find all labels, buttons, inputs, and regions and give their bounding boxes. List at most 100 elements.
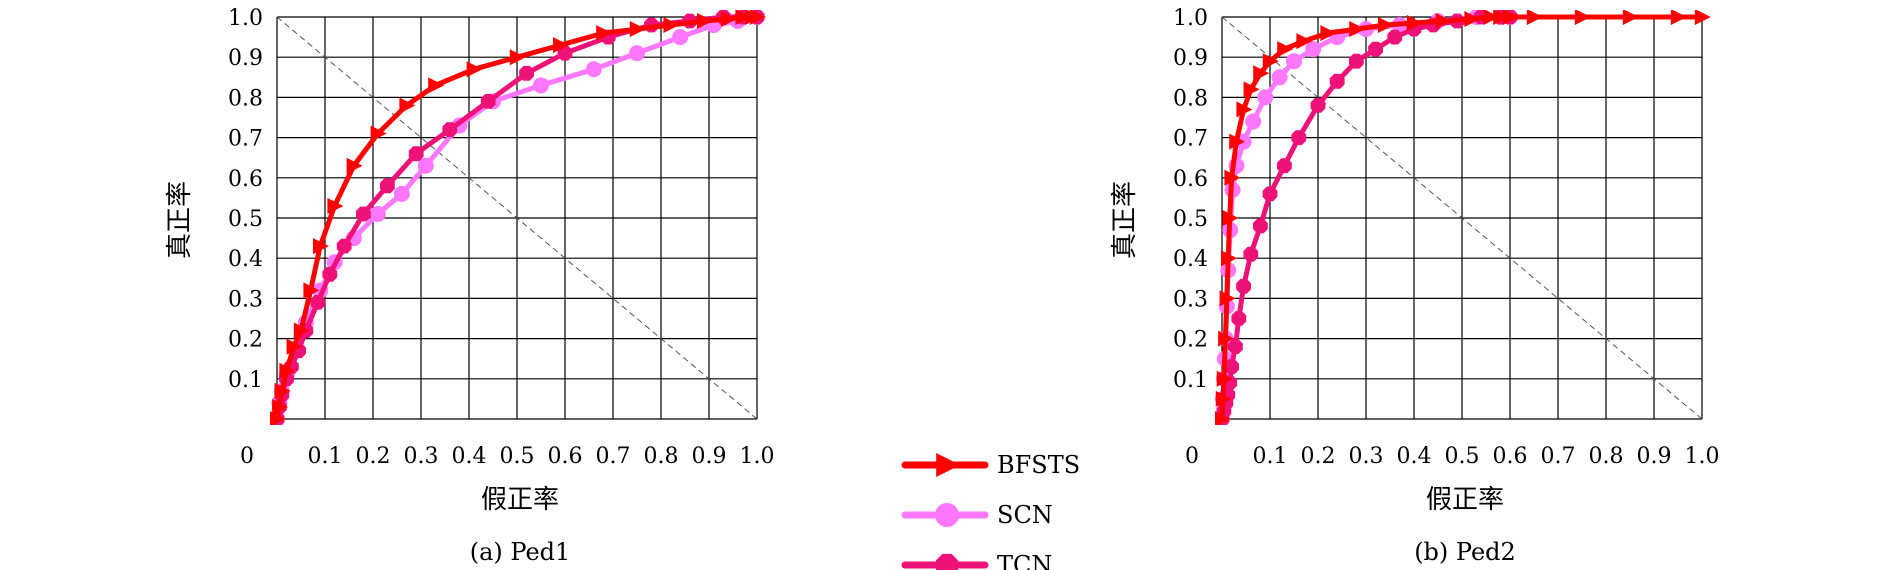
legend-item-scn: SCN (901, 501, 1053, 529)
data-point-bfsts (270, 411, 286, 425)
data-point-tcn (1387, 29, 1403, 45)
data-point-bfsts (1229, 133, 1246, 150)
y-tick-label: 0.1 (1173, 368, 1208, 393)
data-point-bfsts (509, 49, 526, 66)
y-tick-label: 0.5 (228, 207, 263, 232)
data-point-tcn (442, 122, 458, 137)
y-tick-label: 0.8 (228, 86, 263, 111)
y-tick-label: 0.2 (228, 328, 263, 353)
data-point-tcn (1349, 53, 1364, 69)
x-axis-label-ped2: 假正率 (1426, 485, 1504, 515)
data-point-tcn (519, 65, 534, 81)
data-point-tcn (1329, 73, 1345, 89)
data-point-bfsts (1236, 101, 1253, 118)
data-point-tcn (322, 266, 338, 282)
data-point-bfsts (596, 25, 613, 42)
x-axis-label-ped1: 假正率 (481, 485, 559, 515)
data-point-bfsts (1670, 10, 1687, 25)
y-tick-label: 0.8 (1173, 86, 1208, 111)
data-point-bfsts (293, 322, 310, 339)
data-point-bfsts (721, 11, 737, 28)
data-point-scn (585, 61, 602, 78)
data-point-bfsts (1406, 15, 1423, 32)
y-tick-label: 0.2 (1173, 328, 1208, 353)
data-point-bfsts (1216, 370, 1233, 387)
x-tick-label: 0.8 (1589, 444, 1624, 469)
x-tick-label: 0.1 (308, 444, 343, 469)
x-tick-label: 0.6 (1493, 444, 1528, 469)
data-point-bfsts (749, 10, 766, 25)
data-point-bfsts (1574, 10, 1591, 25)
data-point-bfsts (1215, 390, 1232, 407)
y-tick-label: 1.0 (1173, 6, 1208, 31)
caption-ped2: (b) Ped2 (1414, 538, 1516, 566)
x-tick-label: 0.8 (644, 444, 679, 469)
data-point-tcn (1368, 41, 1383, 57)
legend-label: SCN (997, 501, 1053, 529)
y-tick-label: 0.1 (228, 368, 263, 393)
y-tick-label: 0.9 (1173, 46, 1208, 71)
legend-label: TCN (997, 551, 1052, 570)
x-tick-label: 0.3 (404, 444, 439, 469)
data-point-bfsts (313, 238, 329, 255)
data-point-bfsts (279, 362, 296, 379)
x-tick-label: 1.0 (1685, 444, 1720, 469)
data-point-bfsts (1526, 10, 1543, 25)
series-group-ped2 (1215, 10, 1711, 425)
data-point-bfsts (1243, 81, 1260, 98)
x-tick-label: 0.9 (1637, 444, 1672, 469)
data-point-tcn (1310, 98, 1326, 113)
data-point-bfsts (1253, 65, 1270, 82)
data-point-scn (533, 77, 549, 94)
data-point-bfsts (1262, 53, 1279, 70)
x-tick-label: 0.7 (596, 444, 631, 469)
y-tick-label: 0.3 (228, 287, 263, 312)
data-point-scn (629, 45, 645, 62)
data-point-tcn (557, 45, 573, 61)
data-point-scn (369, 205, 386, 222)
data-point-bfsts (303, 282, 320, 299)
x-tick-label: 0.5 (1445, 444, 1480, 469)
y-tick-label: 0.5 (1173, 207, 1208, 232)
data-point-tcn (1228, 339, 1243, 354)
data-point-bfsts (1622, 10, 1639, 25)
y-tick-label: 0.6 (1173, 167, 1208, 192)
x-tick-label: 0.5 (500, 444, 535, 469)
legend-marker (935, 553, 959, 570)
data-point-scn (1245, 113, 1262, 130)
data-point-bfsts (553, 37, 569, 54)
data-point-scn (1286, 53, 1302, 70)
data-point-bfsts (1378, 17, 1394, 34)
data-point-scn (417, 157, 434, 174)
data-point-bfsts (466, 61, 483, 78)
data-point-bfsts (1296, 33, 1313, 50)
data-point-bfsts (1222, 210, 1239, 226)
data-point-tcn (1277, 158, 1292, 174)
data-point-bfsts (1349, 21, 1366, 38)
y-axis-label-ped2: 真正率 (1110, 181, 1140, 259)
data-point-tcn (336, 238, 352, 254)
series-bfsts (1215, 10, 1711, 425)
data-point-bfsts (272, 398, 289, 415)
data-point-tcn (1262, 186, 1278, 202)
x-tick-label: 1.0 (740, 444, 775, 469)
data-point-bfsts (697, 13, 713, 30)
diagonal-line-ped2 (1221, 16, 1703, 420)
data-point-bfsts (1694, 10, 1711, 25)
x-tick-label: 0 (1185, 444, 1199, 469)
legend-label: BFSTS (997, 451, 1080, 479)
caption-ped1: (a) Ped1 (470, 538, 571, 566)
data-point-tcn (1224, 359, 1239, 375)
data-point-bfsts (274, 382, 291, 399)
data-point-tcn (310, 295, 326, 310)
data-point-bfsts (370, 125, 387, 142)
legend-marker (935, 503, 959, 527)
data-point-bfsts (1221, 250, 1238, 267)
data-point-bfsts (1219, 290, 1236, 307)
data-point-bfsts (1224, 169, 1241, 186)
data-point-tcn (408, 146, 424, 162)
y-tick-labels-ped2: 0.1 0.2 0.3 0.4 0.5 0.6 0.7 0.8 0.9 1.0 (1173, 6, 1208, 393)
y-tick-label: 1.0 (228, 6, 263, 31)
data-point-scn (393, 185, 410, 202)
data-point-bfsts (399, 97, 416, 114)
